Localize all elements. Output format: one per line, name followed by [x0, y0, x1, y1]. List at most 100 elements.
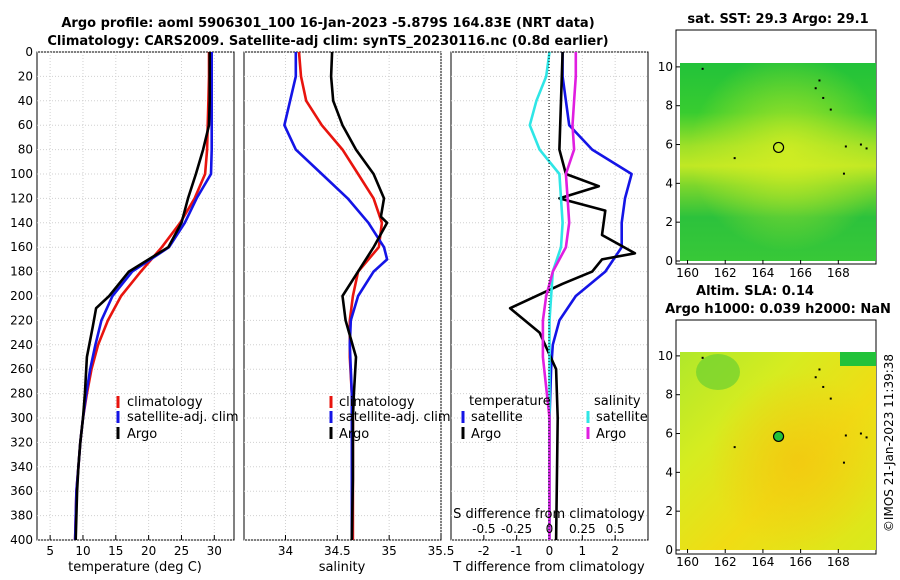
x-tick-label: 0 [546, 544, 554, 558]
legend-label-satellite: satellite-adj. clim [127, 410, 239, 425]
x-tick-label: 5 [46, 544, 54, 558]
sla-map-low [696, 354, 740, 390]
credit-label: ©IMOS 21-Jan-2023 11:39:38 [882, 354, 896, 532]
s-tick-label: 0.5 [606, 522, 625, 536]
y-tick-label: 340 [10, 460, 33, 474]
temperature-xlabel: temperature (deg C) [68, 560, 202, 575]
y-tick-label: 240 [10, 338, 33, 352]
x-tick-label: -2 [478, 544, 490, 558]
sst-map-islands [701, 67, 868, 175]
y-tick-label: 20 [18, 69, 33, 83]
island-dot [822, 385, 825, 388]
sst-map-warm-band [680, 63, 876, 261]
y-tick-label: 300 [10, 411, 33, 425]
y-tick-label: 160 [10, 240, 33, 254]
salinity-legend: climatology satellite-adj. clim Argo [329, 395, 451, 442]
island-dot [844, 434, 847, 437]
map-x-tick-label: 168 [827, 555, 850, 569]
series-satellite-adj-clim [283, 52, 389, 540]
island-dot [829, 397, 832, 400]
legend-label-argo: Argo [339, 427, 369, 442]
x-tick-label: 15 [108, 544, 123, 558]
island-dot [818, 79, 821, 82]
x-tick-label: 1 [579, 544, 587, 558]
island-dot [842, 461, 845, 464]
y-tick-label: 260 [10, 362, 33, 376]
map-y-tick-label: 0 [665, 254, 673, 268]
s-tick-label: 0.25 [569, 522, 596, 536]
s-tick-label: -0.5 [472, 522, 495, 536]
y-tick-label: 360 [10, 484, 33, 498]
y-tick-label: 120 [10, 191, 33, 205]
map-x-tick-label: 160 [676, 555, 699, 569]
x-tick-label: 35 [382, 544, 397, 558]
sst-map-title: sat. SST: 29.3 Argo: 29.1 [687, 12, 868, 27]
title-line-2: Climatology: CARS2009. Satellite-adj cli… [47, 34, 608, 49]
y-tick-label: 60 [18, 118, 33, 132]
island-dot [859, 143, 862, 146]
s-tick-label: 0 [546, 522, 554, 536]
map-y-tick-label: 4 [665, 465, 673, 479]
legend-title-salinity: salinity [594, 394, 641, 409]
x-tick-label: 25 [174, 544, 189, 558]
sst-argo-marker [772, 141, 785, 154]
island-dot [859, 432, 862, 435]
legend-label-argo: Argo [127, 427, 157, 442]
x-tick-label: 30 [207, 544, 222, 558]
y-tick-label: 80 [18, 143, 33, 157]
series-satellite-adj-clim [73, 52, 213, 541]
island-dot [814, 87, 817, 90]
island-dot [733, 157, 736, 160]
x-tick-label: 2 [611, 544, 619, 558]
island-dot [844, 145, 847, 148]
x-tick-label: 20 [141, 544, 156, 558]
map-x-tick-label: 164 [751, 555, 774, 569]
sla-map-islands [701, 356, 868, 464]
legend-title-temperature: temperature [469, 394, 551, 409]
series-argo [74, 52, 211, 541]
island-dot [865, 436, 868, 439]
map-y-tick-label: 4 [665, 176, 673, 190]
salinity-panel: 34 34.5 35 35.5 salinity climatology satell… [243, 51, 454, 575]
legend-label-climatology: climatology [339, 395, 415, 410]
island-dot [701, 356, 704, 359]
y-tick-label: 180 [10, 265, 33, 279]
series-t-argo [508, 51, 637, 541]
map-y-tick-label: 0 [665, 543, 673, 557]
y-tick-label: 40 [18, 94, 33, 108]
x-tick-label: -1 [511, 544, 523, 558]
sla-map-title: Altim. SLA: 0.14 [696, 284, 814, 299]
x-tick-label: 34 [278, 544, 293, 558]
y-tick-label: 100 [10, 167, 33, 181]
map-y-tick-label: 8 [665, 99, 673, 113]
map-y-tick-label: 2 [665, 215, 673, 229]
salinity-xlabel: salinity [319, 560, 366, 575]
map-x-tick-label: 168 [827, 266, 850, 280]
map-x-tick-label: 162 [714, 266, 737, 280]
island-dot [842, 172, 845, 175]
x-tick-label: 34.5 [324, 544, 351, 558]
island-dot [818, 368, 821, 371]
legend-label-s-satellite: satellite [596, 410, 648, 425]
map-x-tick-label: 166 [789, 266, 812, 280]
y-tick-label: 200 [10, 289, 33, 303]
series-argo [329, 51, 389, 541]
island-dot [822, 96, 825, 99]
island-dot [814, 376, 817, 379]
sla-argo-marker [772, 430, 785, 443]
legend-label-s-argo: Argo [596, 427, 626, 442]
island-dot [701, 67, 704, 70]
x-tick-label: 10 [75, 544, 90, 558]
map-x-tick-label: 160 [676, 266, 699, 280]
map-x-tick-label: 162 [714, 555, 737, 569]
map-y-tick-label: 10 [658, 349, 673, 363]
sla-map: Altim. SLA: 0.14 Argo h1000: 0.039 h2000… [658, 284, 891, 569]
map-y-tick-label: 6 [665, 138, 673, 152]
legend-label-t-satellite: satellite [471, 410, 523, 425]
legend-label-climatology: climatology [127, 395, 203, 410]
y-tick-label: 220 [10, 313, 33, 327]
island-dot [733, 446, 736, 449]
map-y-tick-label: 2 [665, 504, 673, 518]
temperature-axes [36, 51, 235, 541]
